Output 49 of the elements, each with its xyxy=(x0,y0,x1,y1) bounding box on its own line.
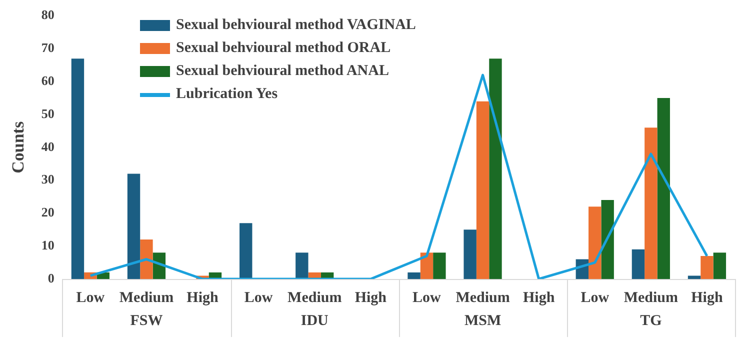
bar xyxy=(489,58,502,279)
text: FSW xyxy=(130,312,163,329)
y-tick-label: 30 xyxy=(41,172,54,187)
y-tick-label: 0 xyxy=(48,270,54,286)
bar xyxy=(601,200,614,279)
x-tick-label: High xyxy=(186,290,220,306)
bar xyxy=(240,223,252,279)
text: MSM xyxy=(464,312,502,329)
x-tick-label: Medium xyxy=(119,290,174,306)
bar xyxy=(657,98,670,279)
x-tick-label: Low xyxy=(412,290,442,306)
bar xyxy=(71,58,84,279)
bar xyxy=(464,230,476,279)
x-tick-label: Low xyxy=(580,290,610,306)
text: IDU xyxy=(300,312,329,329)
y-tick-label: 40 xyxy=(41,138,54,154)
y-tick-label: 20 xyxy=(41,204,54,220)
legend-label: Sexual behvioural method ANAL xyxy=(176,63,389,80)
y-tick-label: 60 xyxy=(41,72,54,88)
x-tick-label: Medium xyxy=(456,290,510,306)
x-tick-label: High xyxy=(354,290,388,306)
x-tick-label: Low xyxy=(244,290,273,306)
bar xyxy=(713,252,726,279)
y-axis-title: Counts xyxy=(8,121,28,174)
x-tick-label: High xyxy=(522,290,556,306)
bar xyxy=(420,252,434,279)
bar xyxy=(296,252,308,279)
y-tick-label: 50 xyxy=(41,106,54,121)
bar xyxy=(476,101,490,279)
x-tick-label: Medium xyxy=(624,290,679,306)
bar xyxy=(688,276,701,279)
bar xyxy=(632,249,645,279)
bar xyxy=(140,240,153,279)
bar xyxy=(644,128,658,279)
y-tick-label: 70 xyxy=(41,40,54,56)
bar xyxy=(127,174,140,279)
x-tick-label: Medium xyxy=(288,290,342,306)
legend-label: Lubrication Yes xyxy=(176,86,278,103)
legend-label: Sexual behvioural method VAGINAL xyxy=(176,17,416,34)
y-tick-label: 10 xyxy=(41,237,54,252)
bar xyxy=(433,252,446,279)
legend-label: Sexual behvioural method ORAL xyxy=(176,40,391,57)
bar xyxy=(408,272,420,279)
x-tick-label: Low xyxy=(76,290,105,306)
bar xyxy=(700,256,714,279)
y-tick-label: 80 xyxy=(41,7,54,22)
bar xyxy=(588,206,602,279)
text: TG xyxy=(640,312,662,329)
x-tick-label: High xyxy=(691,290,724,306)
